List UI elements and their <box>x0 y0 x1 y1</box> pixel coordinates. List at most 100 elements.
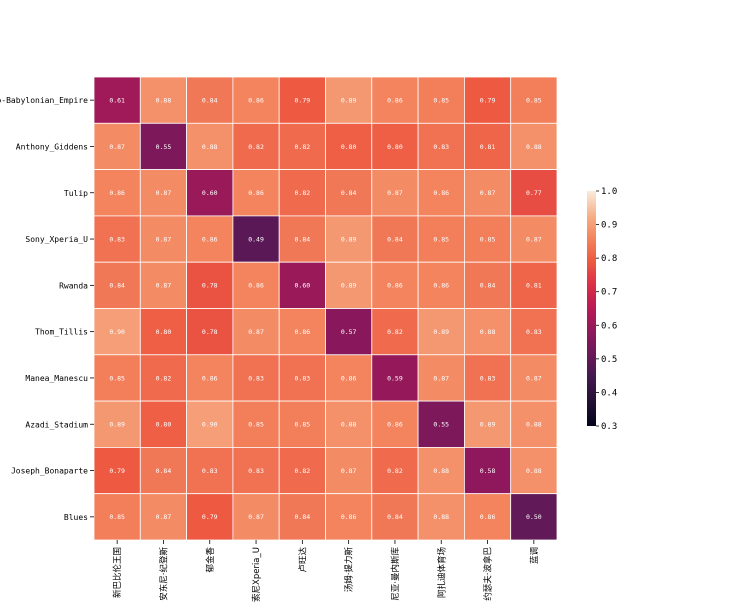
row-label: Thom_Tillis <box>35 328 88 337</box>
heatmap-cell <box>186 261 234 309</box>
cell-value-label: 0.83 <box>202 467 218 475</box>
cell-value-label: 0.50 <box>526 513 542 521</box>
heatmap-cell <box>417 261 465 309</box>
heatmap-cell <box>232 493 280 541</box>
cell-value-label: 0.89 <box>480 421 496 429</box>
cell-value-label: 0.87 <box>248 328 264 336</box>
heatmap-cell <box>371 354 419 402</box>
cell-value-label: 0.83 <box>109 235 125 243</box>
cell-value-label: 0.60 <box>295 282 311 290</box>
heatmap-cell <box>93 76 141 124</box>
column-label: 安东尼·纪登斯 <box>158 547 169 601</box>
cell-value-label: 0.81 <box>526 282 542 290</box>
cell-value-label: 0.49 <box>248 235 264 243</box>
cell-value-label: 0.88 <box>526 467 542 475</box>
column-label: 约瑟夫·波拿巴 <box>483 547 494 601</box>
cell-value-label: 0.87 <box>156 235 172 243</box>
cell-value-label: 0.55 <box>433 421 449 429</box>
cell-value-label: 0.85 <box>433 96 449 104</box>
cell-value-label: 0.85 <box>480 235 496 243</box>
heatmap-cell <box>232 122 280 171</box>
cell-value-label: 0.83 <box>480 374 496 382</box>
heatmap-cell <box>371 400 419 448</box>
heatmap-cell <box>463 354 512 402</box>
cell-value-label: 0.86 <box>202 374 218 382</box>
cell-value-label: 0.89 <box>109 421 125 429</box>
heatmap-cell <box>278 169 326 217</box>
cell-value-label: 0.87 <box>156 282 172 290</box>
column-label: 蓝调 <box>529 547 540 564</box>
column-labels: 新巴比伦王国 安东尼·纪登斯 郁金香 索尼Xperia_U 卢旺达 汤姆·提力斯 尼亚·曼内… <box>112 540 540 602</box>
cell-value-label: 0.86 <box>387 96 403 104</box>
cell-value-label: 0.88 <box>526 421 542 429</box>
heatmap-cell <box>417 76 465 124</box>
cell-value-label: 0.85 <box>526 96 542 104</box>
cell-value-label: 0.60 <box>202 189 218 197</box>
cell-value-label: 0.82 <box>248 143 264 151</box>
cell-value-label: 0.86 <box>433 189 449 197</box>
cell-value-label: 0.85 <box>248 421 264 429</box>
cell-value-label: 0.55 <box>156 143 172 151</box>
cell-value-label: 0.87 <box>248 513 264 521</box>
cell-value-label: 0.86 <box>433 282 449 290</box>
heatmap-cell <box>93 493 141 541</box>
heatmap-cell <box>186 76 234 124</box>
cell-value-label: 0.84 <box>341 189 357 197</box>
heatmap-cell <box>139 261 188 309</box>
cell-value-label: 0.84 <box>387 513 403 521</box>
cell-value-label: 0.80 <box>341 143 357 151</box>
row-label: Azadi_Stadium <box>25 420 88 429</box>
colorbar-tick-label: 0.8 <box>601 254 617 264</box>
cell-value-label: 0.84 <box>202 96 218 104</box>
cell-value-label: 0.82 <box>387 328 403 336</box>
cell-value-label: 0.82 <box>295 189 311 197</box>
heatmap-cell <box>463 493 512 541</box>
cell-value-label: 0.78 <box>202 282 218 290</box>
cell-value-label: 0.85 <box>109 513 125 521</box>
cell-value-label: 0.89 <box>433 328 449 336</box>
cell-value-label: 0.85 <box>109 374 125 382</box>
cell-value-label: 0.77 <box>526 189 542 197</box>
cell-value-label: 0.80 <box>387 143 403 151</box>
heatmap-cell <box>139 400 188 448</box>
heatmap-cell <box>325 354 373 402</box>
column-label: 卢旺达 <box>297 547 308 573</box>
row-label: Sony_Xperia_U <box>25 235 88 244</box>
cell-value-label: 0.84 <box>295 513 311 521</box>
heatmap-cell <box>325 308 373 356</box>
cell-value-label: 0.87 <box>433 374 449 382</box>
heatmap-cell <box>463 261 512 309</box>
cell-value-label: 0.83 <box>295 374 311 382</box>
cell-value-label: 0.80 <box>156 421 172 429</box>
heatmap-cell <box>463 446 512 495</box>
row-label: Rwanda <box>59 281 88 290</box>
cell-value-label: 0.82 <box>156 374 172 382</box>
cell-value-label: 0.85 <box>433 235 449 243</box>
heatmap-cell <box>232 354 280 402</box>
cell-value-label: 0.87 <box>156 513 172 521</box>
cell-value-label: 0.78 <box>202 328 218 336</box>
column-label: 索尼Xperia_U <box>251 547 262 602</box>
cell-value-label: 0.83 <box>248 374 264 382</box>
heatmap-cell <box>510 493 558 541</box>
heatmap-cell <box>93 354 141 402</box>
cell-value-label: 0.79 <box>202 513 218 521</box>
cell-value-label: 0.82 <box>387 467 403 475</box>
cell-value-label: 0.79 <box>480 96 496 104</box>
heatmap-cell <box>371 261 419 309</box>
cell-value-label: 0.82 <box>295 467 311 475</box>
colorbar-gradient <box>587 191 596 426</box>
heatmap-cell <box>325 122 373 171</box>
heatmap-cell <box>325 400 373 448</box>
cell-value-label: 0.83 <box>526 328 542 336</box>
cell-value-label: 0.87 <box>480 189 496 197</box>
cell-value-label: 0.84 <box>295 235 311 243</box>
cell-value-label: 0.86 <box>248 96 264 104</box>
column-label: 阿扎迪体育场 <box>436 547 447 598</box>
row-label: Anthony_Giddens <box>16 142 88 151</box>
heatmap-cell <box>232 400 280 448</box>
heatmap-cell <box>325 261 373 309</box>
heatmap-cell <box>371 122 419 171</box>
cell-value-label: 0.86 <box>387 421 403 429</box>
